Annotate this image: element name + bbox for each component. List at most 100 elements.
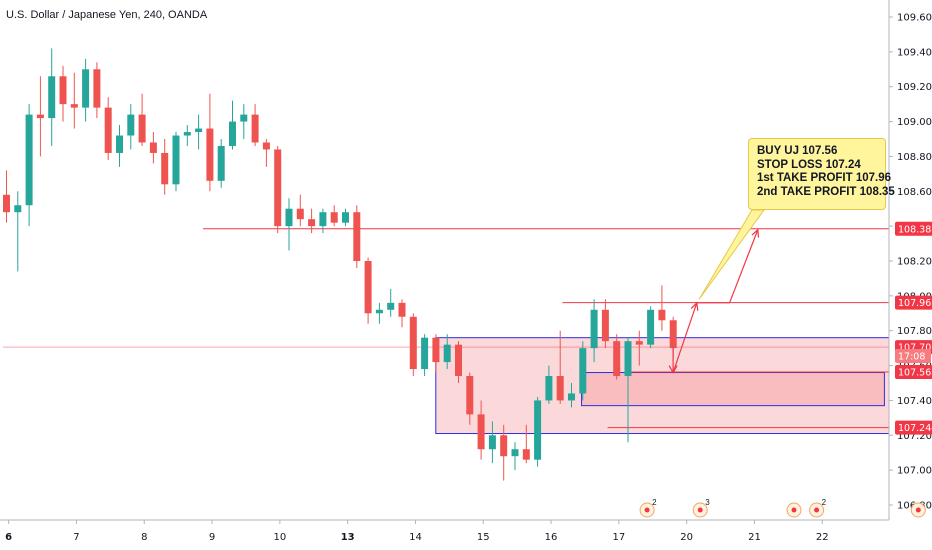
event-marker-icon[interactable] bbox=[910, 502, 926, 518]
event-marker-icon[interactable] bbox=[786, 502, 802, 518]
event-marker-icon[interactable]: 3 bbox=[692, 498, 710, 518]
price-label-level: 107.244 bbox=[895, 420, 932, 435]
candle bbox=[274, 145, 282, 234]
candle bbox=[240, 104, 248, 139]
candle bbox=[59, 65, 67, 122]
price-label-text: 17:08 bbox=[898, 351, 925, 362]
candle bbox=[206, 93, 214, 192]
event-dot bbox=[644, 507, 650, 513]
candle bbox=[375, 302, 383, 324]
note-line-stop: STOP LOSS 107.24 bbox=[757, 158, 861, 171]
candle-body bbox=[319, 212, 327, 227]
candle-body bbox=[240, 114, 248, 122]
candles-layer bbox=[3, 48, 677, 481]
note-pointer bbox=[698, 209, 765, 300]
y-tick-label: 109.600 bbox=[897, 13, 932, 24]
price-label-level: 108.385 bbox=[895, 221, 932, 236]
candle-body bbox=[635, 341, 643, 345]
candle bbox=[613, 334, 621, 380]
candle bbox=[601, 299, 609, 349]
candle-body bbox=[229, 121, 236, 146]
candle-body bbox=[658, 309, 666, 321]
y-tick-label: 109.400 bbox=[897, 47, 932, 58]
candle bbox=[319, 208, 327, 234]
arrow-head bbox=[751, 228, 760, 238]
candle-body bbox=[127, 114, 135, 136]
candle bbox=[285, 198, 293, 251]
x-tick-label: 15 bbox=[477, 532, 490, 543]
candle bbox=[229, 100, 236, 150]
candle-body bbox=[579, 348, 587, 394]
candle bbox=[262, 139, 270, 167]
candle-body bbox=[183, 132, 191, 136]
candle bbox=[138, 93, 146, 146]
trade-plan-note[interactable]: BUY UJ 107.56 STOP LOSS 107.24 1st TAKE … bbox=[748, 138, 895, 210]
price-label-text: 107.563 bbox=[898, 368, 932, 379]
event-dot bbox=[814, 507, 820, 513]
event-dot bbox=[791, 507, 797, 513]
candle bbox=[624, 337, 632, 443]
candle bbox=[647, 306, 655, 349]
candle bbox=[48, 48, 56, 146]
path-segment bbox=[672, 302, 698, 373]
y-tick-label: 107.400 bbox=[897, 396, 932, 407]
candle-body bbox=[93, 69, 101, 108]
candle-body bbox=[296, 208, 304, 220]
candle-body bbox=[534, 400, 542, 460]
candle-body bbox=[613, 341, 621, 377]
candle bbox=[635, 330, 643, 366]
price-label-bg bbox=[895, 365, 932, 380]
candle-body bbox=[432, 337, 440, 363]
event-marker-icon[interactable]: 2 bbox=[639, 498, 657, 518]
candle-body bbox=[138, 114, 146, 143]
candle-body bbox=[669, 320, 677, 349]
candle-body bbox=[217, 145, 225, 181]
candle-body bbox=[590, 309, 598, 349]
candle bbox=[36, 76, 44, 157]
candle bbox=[590, 299, 598, 363]
time-axis[interactable]: 6 7 8 9 10 13 14 15 16 17 20 21 22 bbox=[5, 520, 829, 543]
event-count: 2 bbox=[652, 498, 657, 507]
event-markers[interactable]: 2 3 2 bbox=[639, 498, 926, 518]
chart-title: U.S. Dollar / Japanese Yen, 240, OANDA bbox=[6, 9, 208, 21]
candle-body bbox=[522, 449, 530, 460]
x-tick-label: 8 bbox=[141, 532, 147, 543]
price-axis[interactable]: 109.600 109.400 109.200 109.000 108.800 108.6… bbox=[889, 13, 932, 512]
y-tick-label: 107.000 bbox=[897, 466, 932, 477]
candle-body bbox=[274, 149, 282, 227]
event-marker-icon[interactable]: 2 bbox=[809, 498, 827, 518]
candle bbox=[477, 400, 485, 460]
price-labels: 108.385 107.961 107.70617:08 107.563 107.244 bbox=[895, 221, 932, 435]
price-label-level: 107.563 bbox=[895, 365, 932, 380]
candle bbox=[522, 424, 530, 464]
path-segment bbox=[729, 229, 759, 304]
candle bbox=[432, 334, 440, 373]
candle bbox=[14, 191, 22, 272]
candle-body bbox=[161, 152, 169, 185]
event-count: 2 bbox=[822, 498, 827, 507]
price-label-text: 107.706 bbox=[898, 343, 932, 354]
note-line-tp1: 1st TAKE PROFIT 107.96 bbox=[757, 172, 891, 184]
candle bbox=[409, 313, 417, 377]
candle bbox=[342, 208, 349, 227]
price-label-text: 108.385 bbox=[898, 224, 932, 235]
x-tick-label: 20 bbox=[680, 532, 693, 543]
candle bbox=[116, 125, 123, 167]
trade-plan-path bbox=[668, 209, 765, 374]
entry-arrow-head bbox=[668, 365, 678, 374]
candle bbox=[443, 334, 451, 370]
candle bbox=[387, 288, 395, 317]
candle-body bbox=[353, 212, 361, 261]
candle-body bbox=[330, 212, 338, 223]
price-label-bg bbox=[895, 295, 932, 310]
candle-body bbox=[14, 205, 22, 213]
candle bbox=[93, 62, 101, 119]
arrow-head bbox=[690, 301, 699, 311]
candle bbox=[488, 421, 496, 464]
candle-body bbox=[206, 128, 214, 181]
candle bbox=[421, 334, 429, 377]
candle-body bbox=[409, 316, 417, 370]
candle-body bbox=[477, 414, 485, 450]
candle-body bbox=[624, 341, 632, 377]
